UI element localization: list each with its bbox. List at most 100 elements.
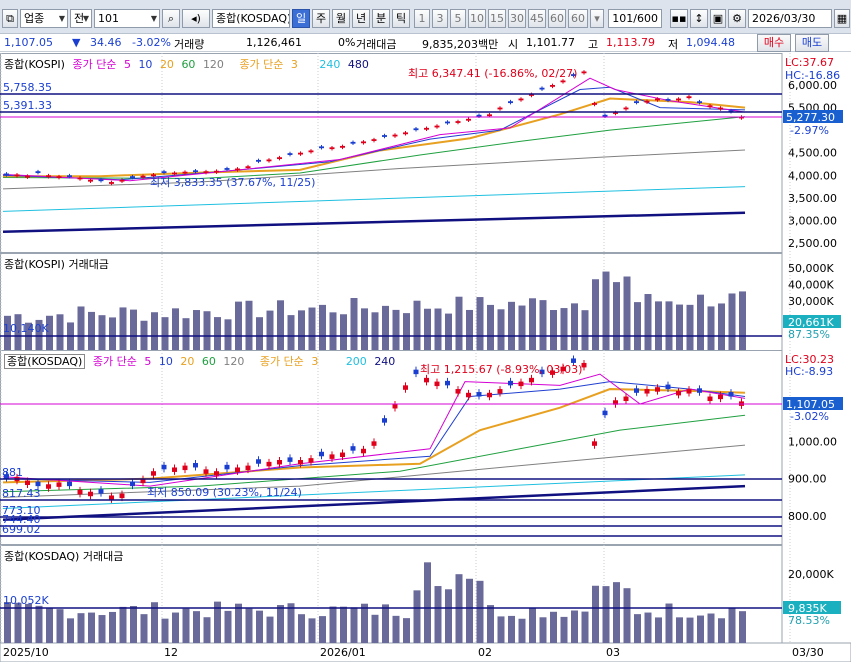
kosdaq-candle — [718, 394, 723, 400]
market-type-select[interactable]: 업종 — [20, 9, 68, 28]
kospi-ma20-line — [3, 97, 746, 178]
period-month-button[interactable]: 월 — [332, 9, 350, 28]
kospi-ma480: 480 — [347, 58, 369, 71]
kosdaq-candle — [476, 392, 482, 397]
window-menu-icon[interactable]: ⧉ — [2, 9, 18, 28]
kosdaq-candle — [151, 471, 156, 476]
interval-30-label: 30 — [510, 12, 524, 25]
market-type-value: 업종 — [24, 12, 45, 25]
kosdaq-amount-bar — [424, 562, 431, 643]
interval-3-label: 3 — [436, 12, 444, 25]
interval-15-button[interactable]: 15 — [488, 9, 506, 28]
kosdaq-ma240-line — [2, 484, 746, 521]
kospi-amount-bar — [277, 300, 284, 350]
x-tick-label: 12 — [164, 646, 178, 659]
interval-60-button[interactable]: 60 — [548, 9, 566, 28]
count-field[interactable]: 101/600 — [608, 9, 662, 28]
date-field[interactable]: 2026/03/30 — [748, 9, 832, 28]
kosdaq-amount-bar — [182, 608, 190, 643]
kosdaq-amount-bar — [403, 618, 410, 643]
kospi-low-annotation: 최저 3,833.35 (37.67%, 11/25) — [150, 176, 315, 189]
kospi-candle — [529, 94, 534, 96]
amount-value: 9,835,203백만 — [422, 38, 499, 51]
sell-button[interactable]: 매도 — [795, 34, 829, 52]
kosdaq-candle — [424, 377, 429, 383]
kosdaq-candle — [371, 441, 377, 446]
kosdaq-candle — [140, 478, 146, 484]
kospi-ma60: 60 — [181, 58, 196, 71]
gear-icon[interactable]: ⚙ — [728, 9, 746, 28]
kosdaq-panel-frame — [0, 350, 783, 545]
interval-1-button[interactable]: 1 — [414, 9, 430, 28]
save-icon[interactable]: ▣ — [710, 9, 726, 28]
kospi-candle — [161, 171, 167, 174]
kospi-candle — [508, 101, 513, 104]
kospi-amount-bar — [634, 302, 641, 350]
kospi-amount-bar — [455, 296, 463, 350]
kosdaq-amount-bar — [140, 614, 148, 643]
kospi-ma-label: 종가 단순 — [72, 58, 117, 71]
kosdaq-candle — [287, 457, 293, 462]
kosdaq-candle — [67, 481, 72, 487]
kosdaq-level-label: 881 — [2, 466, 23, 479]
down-arrow-icon: ▼ — [72, 36, 81, 49]
kospi-ma240-line — [2, 186, 746, 212]
buy-button[interactable]: 매수 — [757, 34, 791, 52]
interval-10-button[interactable]: 10 — [468, 9, 486, 28]
kospi-amount-bar — [644, 294, 652, 350]
search-icon[interactable]: ⌕ — [162, 9, 180, 28]
kospi-amount-level: 10,140K — [3, 322, 49, 335]
kosdaq-amount-bar — [497, 616, 505, 643]
period-year-button[interactable]: 년 — [352, 9, 370, 28]
sound-icon[interactable]: ◂) — [182, 9, 210, 28]
kosdaq-ma-label: 종가 단순 — [92, 355, 137, 368]
kospi-ma60-line — [2, 116, 746, 179]
draw-tool-icon[interactable]: ↕ — [690, 9, 708, 28]
interval-60b-button[interactable]: 60 — [568, 9, 588, 28]
kospi-amount-bar — [403, 313, 410, 350]
kospi-amount-bar — [728, 293, 736, 350]
kosdaq-level-label: 773.10 — [2, 504, 41, 517]
kosdaq-amount-bar — [98, 615, 106, 643]
chart-canvas[interactable]: 2025/10 12 2026/01 02 03 03/306,000.005,500.0… — [0, 53, 851, 662]
kosdaq-candle — [214, 471, 219, 476]
interval-3-button[interactable]: 3 — [432, 9, 448, 28]
kospi-candle — [140, 175, 146, 178]
high-value: 1,113.79 — [606, 36, 655, 49]
kosdaq-candle — [130, 481, 135, 487]
period-day-button[interactable]: 일 — [292, 9, 310, 28]
kospi-amount-bar — [193, 310, 200, 350]
kosdaq-amount-bar — [151, 602, 158, 643]
kosdaq-name[interactable]: 종합(KOSDAQ) — [4, 354, 86, 369]
period-week-button[interactable]: 주 — [312, 9, 330, 28]
kospi-candle — [424, 127, 429, 130]
date-axis-area — [0, 642, 851, 662]
kospi-candle — [193, 170, 198, 173]
chart-type-icon[interactable]: ▪▪ — [670, 9, 688, 28]
interval-dropdown-icon[interactable]: ▾ — [590, 9, 604, 28]
period-type-select[interactable]: 전 — [70, 9, 92, 28]
low-label: 저 — [668, 38, 679, 51]
kospi-amount-bar — [560, 308, 568, 350]
kospi-current-value: 5,277.30 — [786, 111, 835, 124]
kosdaq-candle — [161, 464, 167, 470]
kosdaq-candle — [434, 381, 440, 387]
amount-label: 거래대금 — [356, 38, 397, 51]
interval-30-button[interactable]: 30 — [508, 9, 526, 28]
interval-45-button[interactable]: 45 — [528, 9, 546, 28]
kospi-amount-bar — [413, 300, 421, 350]
date-value: 2026/03/30 — [752, 12, 816, 25]
index-name-field: 종합(KOSDAQ) — [212, 9, 290, 28]
kosdaq-candle — [392, 404, 398, 409]
period-tick-button[interactable]: 틱 — [392, 9, 410, 28]
calendar-icon[interactable]: ▦ — [834, 9, 850, 28]
code-input[interactable]: 101 — [94, 9, 160, 28]
kosdaq-candle — [235, 467, 240, 472]
period-minute-button[interactable]: 분 — [372, 9, 390, 28]
kospi-amount-bar — [172, 308, 179, 350]
buy-label: 매수 — [763, 36, 785, 49]
kosdaq-candle — [728, 392, 734, 397]
volume-pct-value: 0% — [338, 36, 356, 49]
interval-5-button[interactable]: 5 — [450, 9, 466, 28]
chart-area[interactable]: 2025/10 12 2026/01 02 03 03/30 6,000.00 5,500.0… — [0, 53, 851, 662]
